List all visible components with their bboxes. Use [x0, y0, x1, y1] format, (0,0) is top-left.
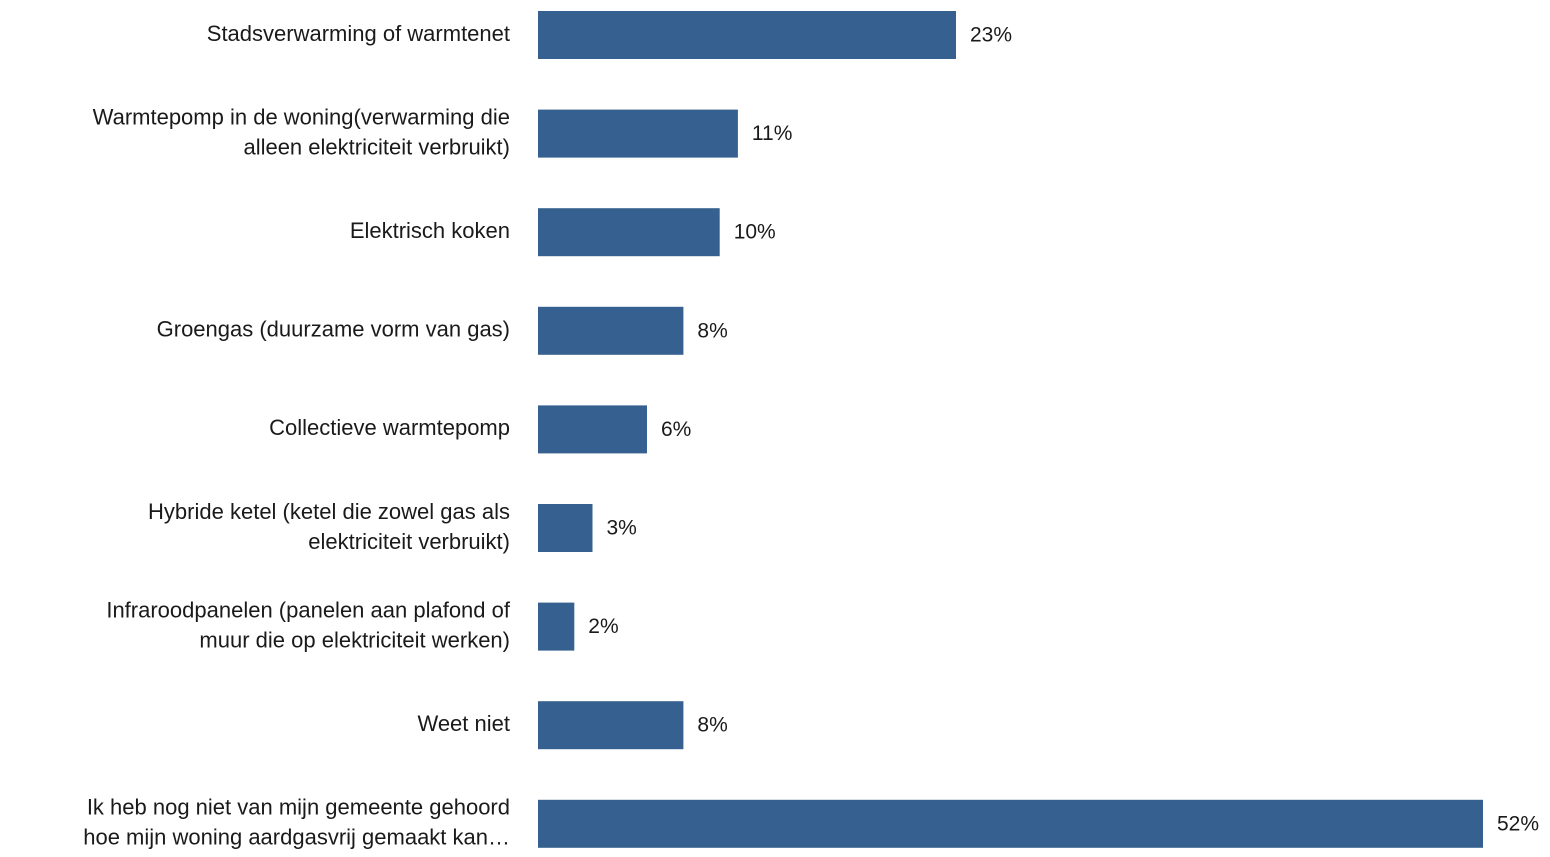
- category-label: Warmtepomp in de woning(verwarming die al…: [93, 104, 510, 159]
- bar: [538, 306, 684, 355]
- category-label-line: hoe mijn woning aardgasvrij gemaakt kan…: [83, 825, 510, 850]
- category-label-line: Hybride ketel (ketel die zowel gas als: [148, 499, 510, 524]
- value-label: 23%: [970, 24, 1012, 47]
- category-label: Elektrisch koken: [350, 218, 510, 243]
- value-label: 52%: [1497, 812, 1539, 835]
- category-label-line: Stadsverwarming of warmtenet: [207, 21, 510, 46]
- category-label: Groengas (duurzame vorm van gas): [157, 317, 510, 342]
- category-label: Weet niet: [417, 711, 510, 736]
- category-label-line: Ik heb nog niet van mijn gemeente gehoor…: [87, 795, 510, 820]
- bar: [538, 504, 593, 552]
- category-label-line: Weet niet: [417, 711, 510, 736]
- value-label: 10%: [734, 221, 776, 244]
- category-label: Collectieve warmtepomp: [269, 415, 510, 440]
- value-label: 2%: [588, 615, 618, 638]
- value-label: 8%: [697, 319, 727, 342]
- bar: [538, 208, 720, 257]
- category-label: Infraroodpanelen (panelen aan plafond of…: [106, 597, 511, 652]
- category-label-line: Warmtepomp in de woning(verwarming die: [93, 104, 510, 129]
- category-label-line: alleen elektriciteit verbruikt): [243, 134, 510, 159]
- bar: [538, 405, 647, 454]
- category-label: Hybride ketel (ketel die zowel gas als el…: [148, 499, 510, 554]
- category-label: Stadsverwarming of warmtenet: [207, 21, 510, 46]
- category-label-line: elektriciteit verbruikt): [308, 529, 510, 554]
- value-label: 8%: [697, 714, 727, 737]
- value-label: 3%: [607, 517, 637, 540]
- bar: [538, 701, 684, 750]
- category-label: Ik heb nog niet van mijn gemeente gehoor…: [83, 795, 510, 850]
- value-label: 11%: [752, 122, 792, 145]
- bar: [538, 799, 1483, 848]
- category-label-line: Groengas (duurzame vorm van gas): [157, 317, 510, 342]
- bar: [538, 109, 738, 158]
- category-label-line: Collectieve warmtepomp: [269, 415, 510, 440]
- bar: [538, 602, 575, 651]
- category-label-line: Elektrisch koken: [350, 218, 510, 243]
- bar: [538, 11, 956, 59]
- category-label-line: Infraroodpanelen (panelen aan plafond of: [106, 597, 511, 622]
- value-label: 6%: [661, 418, 691, 441]
- category-label-line: muur die op elektriciteit werken): [199, 627, 510, 652]
